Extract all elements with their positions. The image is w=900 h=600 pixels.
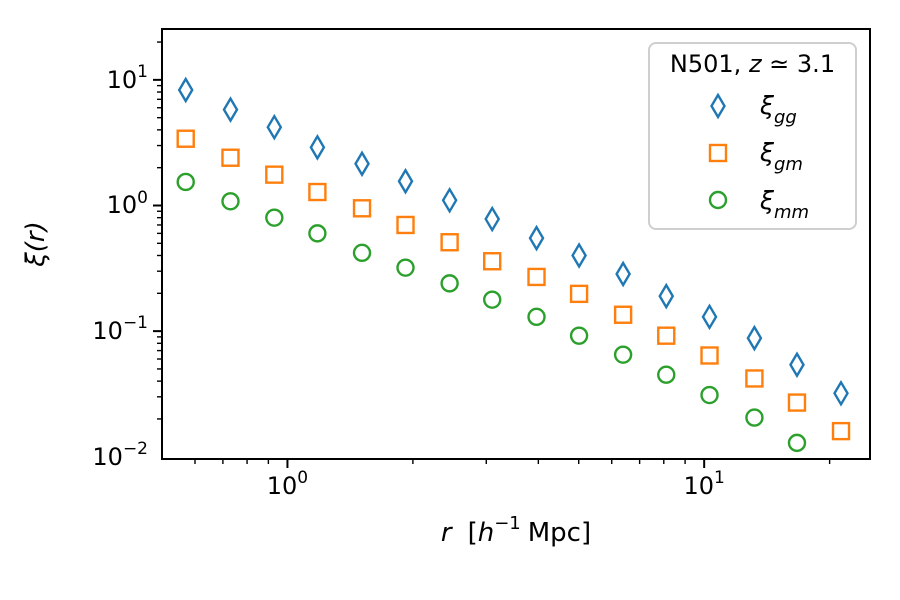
- square-marker: [483, 252, 502, 271]
- thin-diamond-marker: [309, 134, 326, 161]
- legend-title: N501, z ≃ 3.1: [660, 50, 845, 78]
- y-tick-label: 10−2: [92, 439, 148, 471]
- circle-marker: [483, 290, 502, 309]
- circle-marker: [308, 224, 327, 243]
- circle-marker: [708, 191, 728, 210]
- circle-marker: [440, 274, 459, 293]
- thin-diamond-marker: [571, 242, 587, 269]
- y-tick-label: 101: [106, 62, 148, 94]
- circle-marker: [527, 307, 546, 327]
- thin-diamond-marker-icon: [710, 92, 726, 120]
- thin-diamond-marker: [441, 186, 458, 214]
- series-xi_gg: [177, 76, 849, 407]
- legend-entry-label: ξgm: [760, 138, 803, 176]
- thin-diamond-marker: [658, 282, 675, 310]
- y-tick-label: 10−1: [92, 313, 148, 346]
- square-marker: [396, 215, 415, 235]
- circle-marker: [745, 408, 764, 427]
- x-axis-h-symbol: h: [477, 518, 495, 548]
- circle-marker: [657, 365, 676, 384]
- circle-marker: [396, 258, 415, 277]
- square-marker: [221, 148, 240, 167]
- thin-diamond-marker: [528, 224, 545, 252]
- circle-marker: [176, 172, 195, 192]
- square-marker: [569, 284, 589, 304]
- legend-box: N501, z ≃ 3.1 ξgg ξgm ξmm: [648, 42, 857, 230]
- legend-title-variable: z: [748, 50, 762, 78]
- square-marker: [657, 326, 676, 345]
- thin-diamond-marker: [701, 303, 718, 331]
- legend-title-suffix: ≃ 3.1: [761, 50, 836, 78]
- x-axis-label: r [h−1 Mpc]: [440, 514, 592, 548]
- square-marker: [613, 305, 633, 324]
- square-marker: [176, 129, 195, 148]
- circle-marker: [569, 326, 589, 345]
- thin-diamond-marker: [177, 76, 194, 104]
- series-xi_mm: [176, 172, 807, 453]
- square-marker: [352, 199, 372, 218]
- thin-diamond-marker: [710, 92, 726, 120]
- plot-border: [161, 28, 871, 460]
- square-marker-icon: [708, 143, 728, 163]
- thin-diamond-marker: [833, 379, 849, 407]
- circle-marker-icon: [708, 191, 728, 210]
- circle-marker: [352, 243, 372, 263]
- x-axis-close-bracket: ]: [580, 518, 592, 548]
- x-axis-unit: Mpc: [527, 518, 581, 548]
- thin-diamond-marker: [222, 96, 239, 123]
- thin-diamond-marker: [266, 113, 283, 141]
- square-marker: [745, 369, 764, 388]
- legend-entry-xi-mm: ξmm: [660, 177, 845, 224]
- thin-diamond-marker: [615, 260, 632, 288]
- y-tick-label: 100: [106, 187, 148, 220]
- square-marker: [308, 182, 327, 202]
- legend-entry-xi-gm: ξgm: [660, 129, 845, 176]
- circle-marker: [787, 433, 807, 453]
- x-axis-h-exponent: −1: [494, 512, 521, 534]
- square-marker: [831, 421, 851, 441]
- series-xi_gm: [176, 129, 851, 441]
- x-tick-label: 101: [683, 468, 725, 500]
- legend-entry-xi-gg: ξgg: [660, 82, 845, 129]
- x-axis-variable: r: [440, 518, 452, 548]
- circle-marker: [265, 208, 284, 227]
- legend-entry-label: ξmm: [760, 185, 810, 223]
- x-axis-open-bracket: [: [467, 518, 478, 548]
- circle-marker: [613, 345, 633, 364]
- x-tick-label: 100: [266, 468, 309, 500]
- square-marker: [527, 267, 546, 287]
- y-axis-label: ξ(r): [21, 221, 51, 267]
- circle-marker: [700, 385, 719, 405]
- thin-diamond-marker: [746, 324, 763, 352]
- thin-diamond-marker: [397, 167, 414, 195]
- square-marker: [708, 143, 728, 163]
- legend-entry-label: ξgg: [760, 91, 797, 128]
- legend-title-prefix: N501,: [669, 50, 749, 78]
- thin-diamond-marker: [354, 150, 370, 178]
- square-marker: [787, 393, 807, 412]
- square-marker: [440, 233, 459, 252]
- square-marker: [700, 346, 719, 365]
- circle-marker: [221, 192, 240, 211]
- thin-diamond-marker: [789, 351, 805, 379]
- thin-diamond-marker: [484, 205, 501, 233]
- square-marker: [265, 165, 284, 184]
